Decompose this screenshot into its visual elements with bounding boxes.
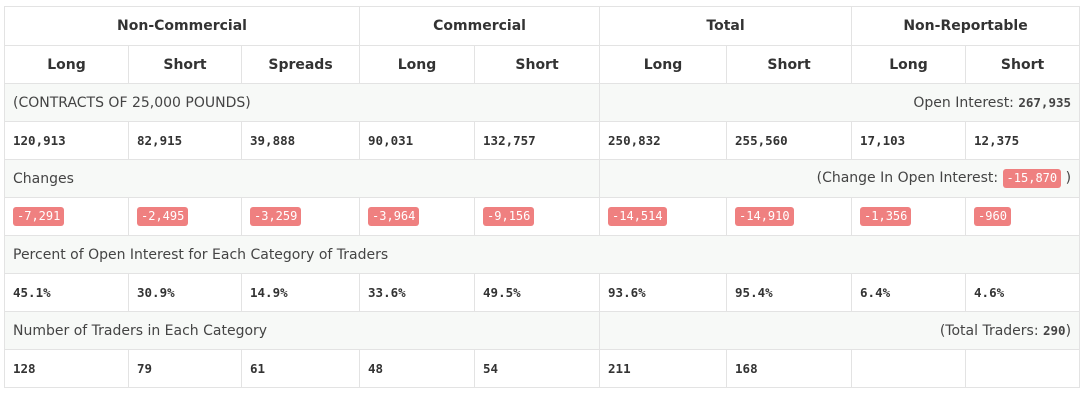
- negative-change-badge: -9,156: [483, 207, 535, 226]
- change-oi-suffix: ): [1061, 170, 1072, 186]
- changes-row: -7,291 -2,495 -3,259 -3,964 -9,156 -14,5…: [4, 197, 1081, 236]
- table-cell: 90,031: [359, 121, 476, 160]
- column-header: Long: [599, 45, 728, 84]
- column-header-row: Long Short Spreads Long Short Long Short…: [4, 45, 1081, 84]
- table-cell: -1,356: [851, 197, 967, 236]
- table-cell: -9,156: [474, 197, 601, 236]
- total-traders-cell: (Total Traders: 290): [599, 311, 1081, 350]
- change-open-interest-cell: (Change In Open Interest: -15,870 ): [599, 159, 1081, 198]
- percent-label: Percent of Open Interest for Each Catego…: [3, 235, 1081, 274]
- table-cell: 45.1%: [4, 273, 129, 312]
- table-cell: 95.4%: [726, 273, 853, 312]
- open-interest-label: Open Interest:: [913, 94, 1019, 111]
- changes-section-row: Changes (Change In Open Interest: -15,87…: [3, 159, 1081, 198]
- negative-change-badge: -3,964: [368, 207, 420, 226]
- column-header: Long: [851, 45, 967, 84]
- contracts-section-row: (CONTRACTS OF 25,000 POUNDS) Open Intere…: [3, 83, 1081, 122]
- table-cell: 14.9%: [240, 273, 361, 312]
- column-header: Long: [4, 45, 129, 84]
- table-cell: 12,375: [965, 121, 1081, 160]
- table-cell: 33.6%: [359, 273, 476, 312]
- table-cell: 79: [128, 349, 242, 388]
- open-interest-cell: Open Interest: 267,935: [599, 83, 1081, 122]
- table-cell: 132,757: [474, 121, 601, 160]
- table-cell: 211: [599, 349, 728, 388]
- table-cell: -7,291: [4, 197, 129, 236]
- total-traders-prefix: (Total Traders:: [939, 322, 1043, 339]
- traders-section-row: Number of Traders in Each Category (Tota…: [3, 311, 1081, 350]
- group-total: Total: [599, 6, 853, 46]
- table-cell: 48: [359, 349, 476, 388]
- table-cell: -14,910: [726, 197, 853, 236]
- total-traders-suffix: ): [1065, 322, 1072, 339]
- negative-change-badge: -3,259: [250, 207, 302, 226]
- table-cell: 93.6%: [599, 273, 728, 312]
- table-cell: -2,495: [128, 197, 242, 236]
- percent-section-row: Percent of Open Interest for Each Catego…: [3, 235, 1081, 274]
- column-header: Short: [965, 45, 1081, 84]
- table-cell: 128: [4, 349, 129, 388]
- negative-change-badge: -960: [974, 207, 1011, 226]
- table-cell: 82,915: [128, 121, 242, 160]
- table-cell: [851, 349, 967, 388]
- group-commercial: Commercial: [359, 6, 601, 46]
- negative-change-badge: -14,910: [735, 207, 794, 226]
- column-header: Short: [128, 45, 242, 84]
- changes-label: Changes: [3, 159, 601, 198]
- change-oi-badge: -15,870: [1002, 169, 1062, 188]
- negative-change-badge: -14,514: [608, 207, 667, 226]
- open-interest-value: 267,935: [1018, 94, 1072, 110]
- table-cell: 54: [474, 349, 601, 388]
- negative-change-badge: -7,291: [13, 207, 65, 226]
- table-cell: 39,888: [240, 121, 361, 160]
- traders-label: Number of Traders in Each Category: [3, 311, 601, 350]
- cot-report-table: Non-Commercial Commercial Total Non-Repo…: [3, 6, 1081, 388]
- percents-row: 45.1% 30.9% 14.9% 33.6% 49.5% 93.6% 95.4…: [4, 273, 1081, 312]
- negative-change-badge: -1,356: [860, 207, 912, 226]
- positions-row: 120,913 82,915 39,888 90,031 132,757 250…: [4, 121, 1081, 160]
- table-cell: 168: [726, 349, 853, 388]
- table-cell: 61: [240, 349, 361, 388]
- table-cell: 49.5%: [474, 273, 601, 312]
- column-header: Short: [726, 45, 853, 84]
- group-non-reportable: Non-Reportable: [851, 6, 1081, 46]
- table-cell: 4.6%: [965, 273, 1081, 312]
- table-cell: 120,913: [4, 121, 129, 160]
- traders-row: 128 79 61 48 54 211 168: [4, 349, 1081, 388]
- change-oi-prefix: (Change In Open Interest:: [816, 170, 1003, 186]
- contracts-label: (CONTRACTS OF 25,000 POUNDS): [3, 83, 601, 122]
- table-cell: -3,259: [240, 197, 361, 236]
- table-cell: 6.4%: [851, 273, 967, 312]
- total-traders-value: 290: [1043, 322, 1066, 338]
- group-non-commercial: Non-Commercial: [3, 6, 361, 46]
- table-cell: 255,560: [726, 121, 853, 160]
- table-cell: -3,964: [359, 197, 476, 236]
- column-header: Long: [359, 45, 476, 84]
- table-cell: [965, 349, 1081, 388]
- table-cell: 30.9%: [128, 273, 242, 312]
- column-header: Spreads: [240, 45, 361, 84]
- table-cell: -14,514: [599, 197, 728, 236]
- table-cell: 17,103: [851, 121, 967, 160]
- table-cell: 250,832: [599, 121, 728, 160]
- table-cell: -960: [965, 197, 1081, 236]
- column-header: Short: [474, 45, 601, 84]
- negative-change-badge: -2,495: [137, 207, 189, 226]
- group-header-row: Non-Commercial Commercial Total Non-Repo…: [3, 6, 1081, 46]
